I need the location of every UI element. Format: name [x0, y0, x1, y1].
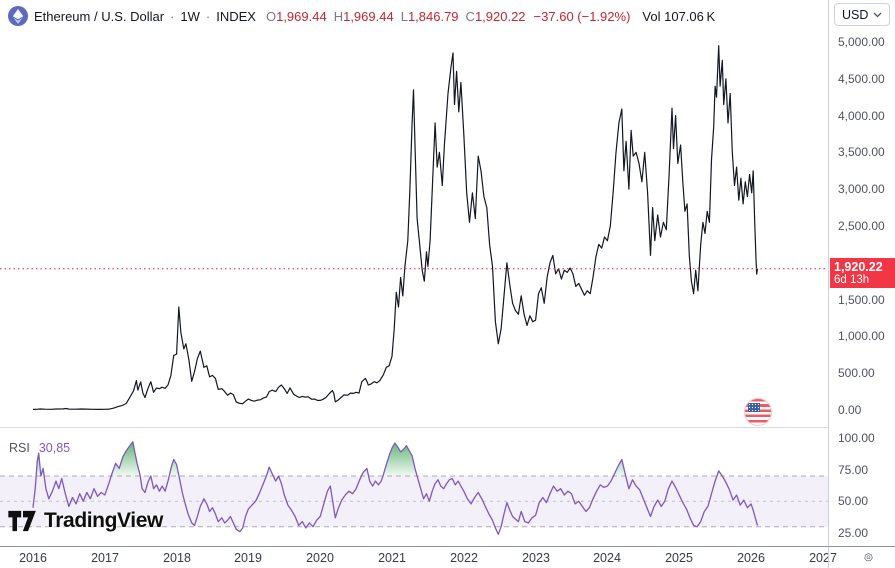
- price-tick-label: 4,500.00: [838, 72, 885, 86]
- rsi-indicator-value: 30,85: [38, 441, 71, 455]
- open-value: 1,969.44: [276, 8, 327, 24]
- scale-settings-button[interactable]: [848, 547, 888, 568]
- rsi-overbought-fill: [33, 441, 758, 476]
- rsi-indicator-name: RSI: [9, 441, 30, 455]
- symbol-header[interactable]: Ethereum / U.S. Dollar · 1W · INDEX O1,9…: [8, 6, 715, 26]
- tradingview-logo-icon: [8, 510, 36, 532]
- price-tick-label: 2,500.00: [838, 219, 885, 233]
- ohlc-values: O1,969.44 H1,969.44 L1,846.79 C1,920.22: [266, 9, 526, 24]
- time-tick-label: 2021: [378, 551, 406, 565]
- time-tick-label: 2023: [522, 551, 550, 565]
- time-tick-label: 2022: [450, 551, 478, 565]
- tradingview-watermark[interactable]: TradingView: [8, 509, 163, 533]
- currency-dropdown-button[interactable]: USD: [834, 3, 890, 26]
- close-label: C: [465, 8, 475, 24]
- low-value: 1,846.79: [407, 8, 459, 24]
- time-tick-label: 2018: [163, 551, 191, 565]
- open-label: O: [265, 8, 277, 24]
- price-tick-label: 1,500.00: [838, 293, 885, 307]
- current-price-value: 1,920.22: [834, 260, 883, 274]
- low-label: L: [400, 8, 408, 24]
- ethereum-icon: [8, 6, 28, 26]
- price-tick-label: 3,000.00: [838, 182, 885, 196]
- price-tick-label: 500.00: [838, 366, 875, 380]
- close-value: 1,920.22: [474, 8, 526, 24]
- separator-dot: ·: [205, 8, 211, 24]
- rsi-tick-label: 75.00: [838, 463, 869, 477]
- market-label: INDEX: [216, 8, 256, 24]
- price-tick-label: 1,000.00: [838, 329, 885, 343]
- price-scale-border: [828, 0, 829, 568]
- price-tick-label: 0.00: [838, 403, 862, 417]
- time-tick-label: 2025: [665, 551, 693, 565]
- symbol-title[interactable]: Ethereum / U.S. Dollar: [34, 8, 165, 24]
- change-value: −37.60 (−1.92%): [533, 8, 631, 24]
- rsi-tick-label: 100.00: [838, 431, 875, 445]
- high-value: 1,969.44: [343, 8, 394, 24]
- volume-label: Vol: [642, 8, 661, 24]
- time-tick-label: 2026: [737, 551, 765, 565]
- price-series-line: [32, 45, 759, 410]
- pane-separator[interactable]: [0, 427, 895, 428]
- rsi-tick-label: 25.00: [838, 526, 869, 540]
- time-scale[interactable]: 2016 2017 2018 2019 2020 2021 2022 2023 2024 2025…: [0, 547, 895, 568]
- us-flag-canton: [748, 403, 760, 412]
- time-tick-label: 2016: [19, 551, 47, 565]
- currency-label: USD: [842, 7, 869, 22]
- high-label: H: [333, 8, 344, 24]
- time-scale-border: [0, 546, 895, 547]
- time-tick-label: 2019: [234, 551, 262, 565]
- interval-label[interactable]: 1W: [180, 8, 200, 24]
- us-flag-index-icon: [744, 398, 772, 426]
- time-tick-label: 2027: [809, 551, 837, 565]
- price-tick-label: 4,000.00: [838, 109, 885, 123]
- time-tick-label: 2020: [306, 551, 334, 565]
- rsi-line: [32, 441, 759, 535]
- rsi-indicator-legend[interactable]: RSI 30,85: [9, 441, 70, 455]
- bar-countdown: 6d 13h: [834, 274, 870, 286]
- price-tick-label: 5,000.00: [838, 35, 885, 49]
- scale-settings-icon: [863, 553, 873, 562]
- time-tick-label: 2017: [91, 551, 119, 565]
- chevron-down-icon: [873, 12, 882, 17]
- price-chart-canvas[interactable]: [0, 0, 828, 568]
- volume-value: 107.06 K: [664, 8, 716, 24]
- rsi-tick-label: 50.00: [838, 494, 869, 508]
- tradingview-logo-text: TradingView: [44, 509, 163, 532]
- price-scale[interactable]: USD 5,000.00 4,500.00 4,000.00 3,500.00 3,00…: [829, 0, 895, 546]
- separator-dot: ·: [170, 8, 175, 24]
- time-tick-label: 2024: [593, 551, 621, 565]
- price-tick-label: 3,500.00: [838, 145, 885, 159]
- current-price-badge: 1,920.22 6d 13h: [830, 258, 895, 288]
